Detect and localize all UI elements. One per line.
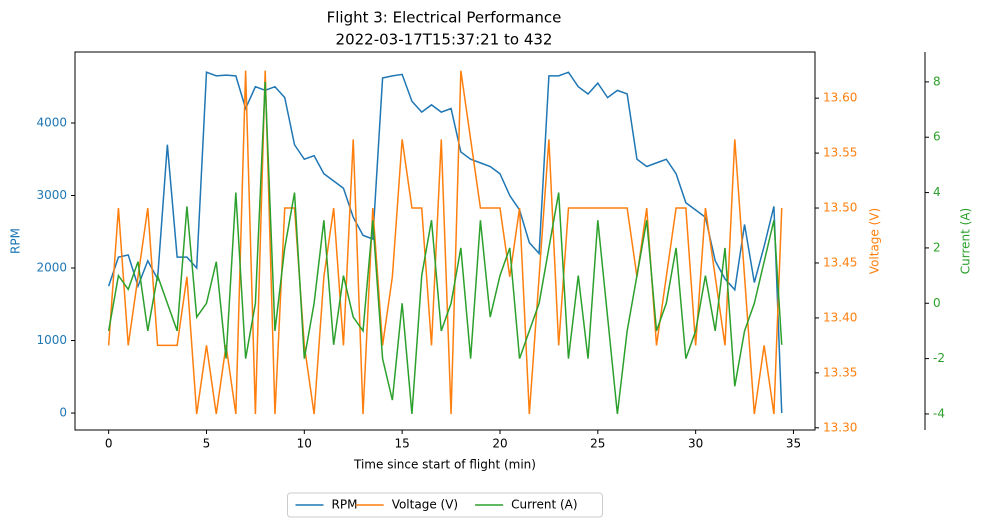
data-line (107, 71, 783, 414)
data-line (107, 70, 783, 415)
data-line (107, 81, 783, 415)
x-tick-label: 30 (688, 437, 703, 451)
y2-tick-label: 13.30 (823, 420, 857, 434)
legend-label: Current (A) (511, 498, 577, 512)
y2-tick-label: 13.55 (823, 146, 857, 160)
y3-tick-label: 4 (933, 185, 941, 199)
y3-tick-label: 0 (933, 296, 941, 310)
x-tick-label: 0 (105, 437, 113, 451)
legend: RPM Voltage (V) Current (A) (287, 492, 603, 518)
y2-tick-label: 13.60 (823, 91, 857, 105)
y2-tick-label: 13.40 (823, 310, 857, 324)
chart-subtitle: 2022-03-17T15:37:21 to 432 (336, 31, 553, 49)
legend-label: Voltage (V) (392, 498, 458, 512)
legend-box (287, 492, 603, 518)
x-axis-label: Time since start of flight (min) (353, 458, 536, 472)
y-tick-label: 3000 (36, 188, 67, 202)
y-tick-label: 4000 (36, 115, 67, 129)
y2-axis-label: Voltage (V) (868, 208, 882, 274)
y2-tick-label: 13.50 (823, 201, 857, 215)
x-tick-label: 35 (786, 437, 801, 451)
y-axis-label: RPM (9, 228, 23, 254)
x-tick-label: 10 (297, 437, 312, 451)
legend-label: RPM (332, 498, 358, 512)
y3-tick-label: -4 (933, 406, 945, 420)
y2-tick-label: 13.45 (823, 255, 857, 269)
chart-title: Flight 3: Electrical Performance (327, 9, 562, 27)
y-tick-label: 1000 (36, 333, 67, 347)
y-tick-label: 0 (59, 406, 67, 420)
y3-tick-label: -2 (933, 351, 945, 365)
y-tick-label: 2000 (36, 261, 67, 275)
y3-tick-label: 2 (933, 240, 941, 254)
x-tick-label: 15 (395, 437, 410, 451)
x-tick-label: 25 (590, 437, 605, 451)
y3-tick-label: 8 (933, 74, 941, 88)
y3-tick-label: 6 (933, 130, 941, 144)
y3-axis-label: Current (A) (959, 208, 973, 274)
y2-tick-label: 13.35 (823, 365, 857, 379)
plot-frame (74, 51, 816, 431)
x-tick-label: 20 (492, 437, 507, 451)
x-tick-label: 5 (203, 437, 211, 451)
